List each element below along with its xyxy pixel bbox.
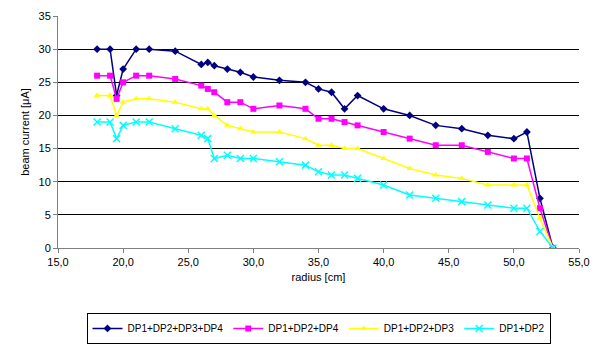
svg-text:35,0: 35,0	[308, 256, 329, 268]
svg-text:DP1+DP2+DP4: DP1+DP2+DP4	[268, 323, 338, 334]
svg-text:25,0: 25,0	[178, 256, 199, 268]
svg-text:35: 35	[39, 10, 51, 22]
svg-text:radius [cm]: radius [cm]	[292, 271, 346, 283]
svg-text:10: 10	[39, 176, 51, 188]
svg-text:45,0: 45,0	[438, 256, 459, 268]
svg-text:20: 20	[39, 109, 51, 121]
svg-text:0: 0	[45, 242, 51, 254]
svg-text:40,0: 40,0	[373, 256, 394, 268]
svg-text:30,0: 30,0	[243, 256, 264, 268]
svg-text:30: 30	[39, 43, 51, 55]
svg-text:50,0: 50,0	[503, 256, 524, 268]
svg-text:beam current [μA]: beam current [μA]	[19, 88, 31, 176]
svg-text:DP1+DP2+DP3: DP1+DP2+DP3	[384, 323, 454, 334]
svg-text:15,0: 15,0	[47, 256, 68, 268]
svg-text:15: 15	[39, 142, 51, 154]
svg-text:DP1+DP2+DP3+DP4: DP1+DP2+DP3+DP4	[128, 323, 224, 334]
svg-text:DP1+DP2: DP1+DP2	[499, 323, 544, 334]
svg-text:25: 25	[39, 76, 51, 88]
svg-text:55,0: 55,0	[568, 256, 589, 268]
svg-text:5: 5	[45, 209, 51, 221]
svg-text:20,0: 20,0	[112, 256, 133, 268]
